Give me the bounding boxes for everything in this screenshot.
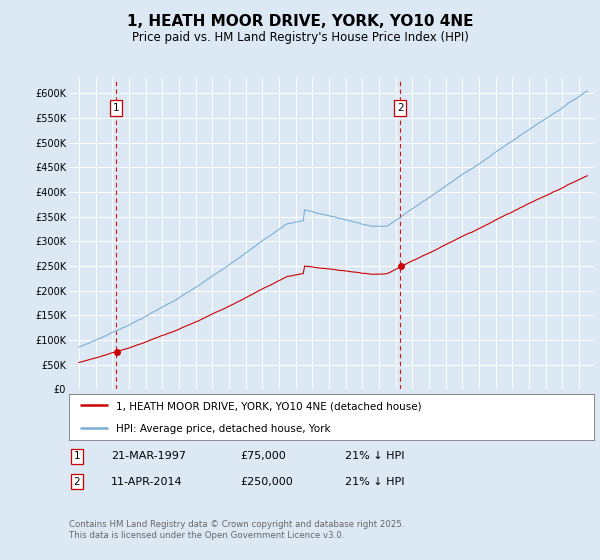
Text: 1: 1: [73, 451, 80, 461]
Text: 2: 2: [73, 477, 80, 487]
Text: 1, HEATH MOOR DRIVE, YORK, YO10 4NE: 1, HEATH MOOR DRIVE, YORK, YO10 4NE: [127, 14, 473, 29]
Text: Contains HM Land Registry data © Crown copyright and database right 2025.
This d: Contains HM Land Registry data © Crown c…: [69, 520, 404, 540]
Text: £75,000: £75,000: [240, 451, 286, 461]
Text: Price paid vs. HM Land Registry's House Price Index (HPI): Price paid vs. HM Land Registry's House …: [131, 31, 469, 44]
Text: £250,000: £250,000: [240, 477, 293, 487]
Text: 2: 2: [397, 103, 404, 113]
Text: HPI: Average price, detached house, York: HPI: Average price, detached house, York: [116, 424, 331, 435]
Text: 21% ↓ HPI: 21% ↓ HPI: [345, 477, 404, 487]
Text: 1, HEATH MOOR DRIVE, YORK, YO10 4NE (detached house): 1, HEATH MOOR DRIVE, YORK, YO10 4NE (det…: [116, 402, 422, 412]
Text: 11-APR-2014: 11-APR-2014: [111, 477, 182, 487]
Text: 1: 1: [113, 103, 119, 113]
Text: 21-MAR-1997: 21-MAR-1997: [111, 451, 186, 461]
Text: 21% ↓ HPI: 21% ↓ HPI: [345, 451, 404, 461]
